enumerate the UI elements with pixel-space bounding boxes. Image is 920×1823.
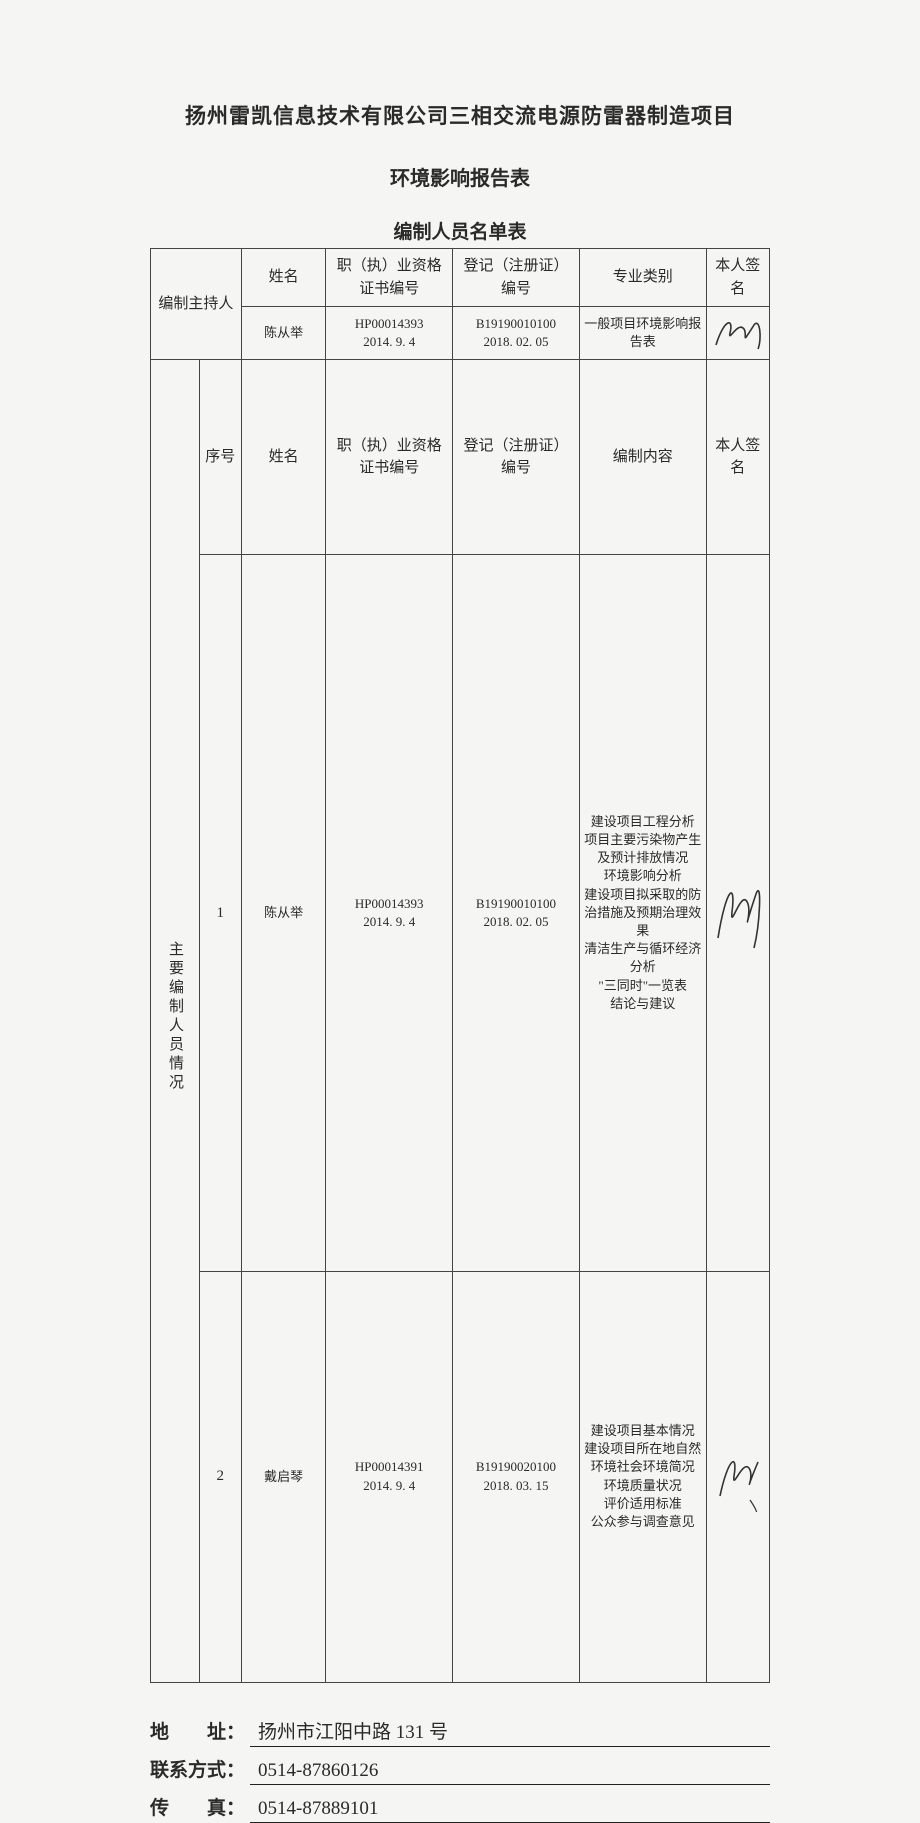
row-content: 建设项目基本情况建设项目所在地自然环境社会环境简况环境质量状况评价适用标准公众参…: [579, 1271, 706, 1682]
phone-value: 0514-87860126: [250, 1760, 770, 1785]
fax-value: 0514-87889101: [250, 1798, 770, 1823]
fax-row: 传 真： 0514-87889101: [150, 1793, 770, 1823]
row-sig-cell: [706, 555, 769, 1272]
chair-name: 陈从举: [241, 307, 326, 360]
row-name: 戴启琴: [241, 1271, 326, 1682]
header-sig-2: 本人签名: [706, 360, 769, 555]
header-seq: 序号: [199, 360, 241, 555]
contact-block: 地 址： 扬州市江阳中路 131 号 联系方式： 0514-87860126 传…: [150, 1717, 770, 1823]
header-reg: 登记（注册证）编号: [453, 249, 580, 307]
chair-spec: 一般项目环境影响报告表: [579, 307, 706, 360]
title-main: 扬州雷凯信息技术有限公司三相交流电源防雷器制造项目: [150, 100, 770, 130]
row-content: 建设项目工程分析项目主要污染物产生及预计排放情况环境影响分析建设项目拟采取的防治…: [579, 555, 706, 1272]
row-reg: B191900101002018. 02. 05: [453, 555, 580, 1272]
header-reg-2: 登记（注册证）编号: [453, 360, 580, 555]
phone-label: 联系方式：: [150, 1755, 250, 1782]
table-row: 2 戴启琴 HP000143912014. 9. 4 B191900201002…: [151, 1271, 770, 1682]
row-sig-cell: [706, 1271, 769, 1682]
document-page: 扬州雷凯信息技术有限公司三相交流电源防雷器制造项目 环境影响报告表 编制人员名单…: [150, 100, 770, 1823]
chair-cert: HP000143932014. 9. 4: [326, 307, 453, 360]
chair-sig-cell: [706, 307, 769, 360]
row-seq: 1: [199, 555, 241, 1272]
chair-header-row: 编制主持人 姓名 职（执）业资格证书编号 登记（注册证）编号 专业类别 本人签名: [151, 249, 770, 307]
chair-reg: B191900101002018. 02. 05: [453, 307, 580, 360]
members-header-row: 主要编制人员情况 序号 姓名 职（执）业资格证书编号 登记（注册证）编号 编制内…: [151, 360, 770, 555]
table-row: 1 陈从举 HP000143932014. 9. 4 B191900101002…: [151, 555, 770, 1272]
signature-icon: [711, 893, 765, 933]
header-name-2: 姓名: [241, 360, 326, 555]
phone-row: 联系方式： 0514-87860126: [150, 1755, 770, 1785]
row-name: 陈从举: [241, 555, 326, 1272]
chair-data-row: 陈从举 HP000143932014. 9. 4 B19190010100201…: [151, 307, 770, 360]
members-role-label: 主要编制人员情况: [164, 366, 187, 1668]
header-sig: 本人签名: [706, 249, 769, 307]
address-value: 扬州市江阳中路 131 号: [250, 1717, 770, 1747]
members-role-cell: 主要编制人员情况: [151, 360, 200, 1683]
row-cert: HP000143912014. 9. 4: [326, 1271, 453, 1682]
signature-icon: [711, 1457, 765, 1497]
chair-role-cell: 编制主持人: [151, 249, 242, 360]
header-cert: 职（执）业资格证书编号: [326, 249, 453, 307]
signature-icon: [711, 313, 765, 353]
row-seq: 2: [199, 1271, 241, 1682]
title-table: 编制人员名单表: [150, 217, 770, 244]
address-label: 地 址：: [150, 1717, 250, 1744]
header-spec-2: 编制内容: [579, 360, 706, 555]
row-cert: HP000143932014. 9. 4: [326, 555, 453, 1272]
address-row: 地 址： 扬州市江阳中路 131 号: [150, 1717, 770, 1747]
title-sub: 环境影响报告表: [150, 162, 770, 191]
header-name: 姓名: [241, 249, 326, 307]
personnel-table: 编制主持人 姓名 职（执）业资格证书编号 登记（注册证）编号 专业类别 本人签名…: [150, 248, 770, 1683]
header-cert-2: 职（执）业资格证书编号: [326, 360, 453, 555]
row-reg: B191900201002018. 03. 15: [453, 1271, 580, 1682]
header-spec: 专业类别: [579, 249, 706, 307]
fax-label: 传 真：: [150, 1793, 250, 1820]
